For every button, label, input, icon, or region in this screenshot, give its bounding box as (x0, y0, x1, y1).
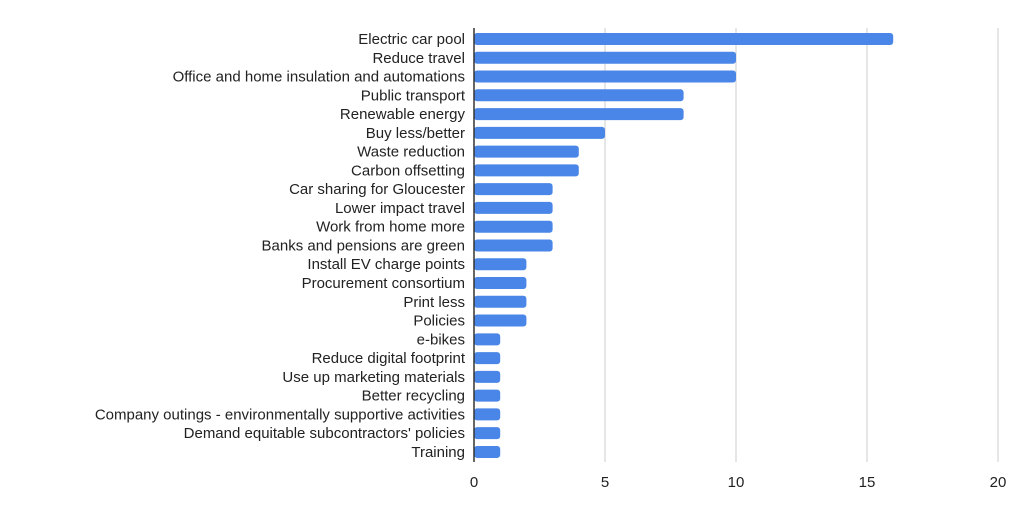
category-label: Training (411, 444, 465, 461)
category-label: Buy less/better (366, 125, 465, 142)
category-labels: Electric car pool Reduce travel Office and… (95, 31, 466, 461)
bar (474, 33, 894, 45)
x-tick-label: 5 (601, 474, 609, 491)
bar (474, 183, 553, 196)
bar (474, 126, 605, 139)
category-label: Banks and pensions are green (262, 237, 465, 254)
category-label: Electric car pool (358, 31, 465, 48)
category-label: Car sharing for Gloucester (289, 181, 465, 198)
category-label: Reduce travel (372, 50, 465, 67)
category-label: Demand equitable subcontractors' policie… (184, 425, 465, 442)
bar (474, 145, 579, 158)
category-label: Better recycling (362, 388, 465, 405)
category-label: Carbon offsetting (351, 162, 465, 179)
bar (474, 295, 527, 308)
grid-lines (604, 28, 999, 462)
category-label: Policies (413, 313, 465, 330)
category-label: Renewable energy (340, 106, 466, 123)
bar (474, 277, 527, 290)
category-label: Lower impact travel (335, 200, 465, 217)
bar (474, 89, 684, 102)
category-label: Procurement consortium (302, 275, 465, 292)
category-label: Install EV charge points (307, 256, 465, 273)
bar (474, 258, 527, 271)
category-label: Reduce digital footprint (312, 350, 466, 367)
x-tick-label: 0 (470, 474, 478, 491)
category-label: Print less (403, 294, 465, 311)
x-tick-label: 15 (859, 474, 876, 491)
bar (474, 239, 553, 252)
bar (474, 408, 501, 421)
bar (474, 370, 501, 383)
category-label: Company outings - environmentally suppor… (95, 406, 465, 423)
category-label: Public transport (361, 87, 466, 104)
bar (474, 352, 501, 365)
bar (474, 164, 579, 177)
x-tick-label: 20 (990, 474, 1007, 491)
bar (474, 108, 684, 121)
x-tick-label: 10 (728, 474, 745, 491)
category-label: Office and home insulation and automatio… (173, 69, 465, 86)
bar (474, 51, 736, 64)
category-label: e-bikes (417, 331, 465, 348)
bar (474, 333, 501, 346)
category-label: Use up marketing materials (282, 369, 465, 386)
category-label: Waste reduction (357, 144, 465, 161)
bar (474, 389, 501, 402)
x-tick-labels: 0 5 10 15 20 (470, 474, 1007, 491)
bar (474, 427, 501, 440)
bar (474, 220, 553, 233)
bar (474, 201, 553, 214)
bar (474, 445, 501, 458)
category-label: Work from home more (316, 219, 465, 236)
bars (474, 33, 894, 458)
bar (474, 70, 736, 83)
bar (474, 314, 527, 327)
